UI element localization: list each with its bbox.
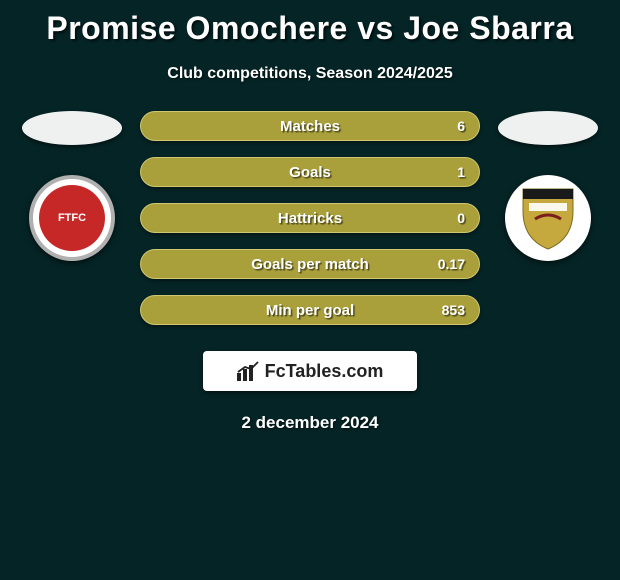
generated-date: 2 december 2024	[0, 413, 620, 433]
stat-row-goals-per-match: Goals per match 0.17	[140, 249, 480, 279]
right-player-column	[498, 111, 598, 261]
stat-label: Hattricks	[278, 210, 342, 227]
bar-chart-icon	[237, 361, 259, 381]
stat-row-min-per-goal: Min per goal 853	[140, 295, 480, 325]
page-title: Promise Omochere vs Joe Sbarra	[0, 0, 620, 47]
stat-label: Matches	[280, 118, 340, 135]
stat-value: 6	[457, 118, 465, 134]
right-player-photo-placeholder	[498, 111, 598, 145]
brand-text: FcTables.com	[265, 361, 384, 382]
stat-value: 0	[457, 210, 465, 226]
left-player-photo-placeholder	[22, 111, 122, 145]
stat-row-hattricks: Hattricks 0	[140, 203, 480, 233]
left-club-crest: FTFC	[29, 175, 115, 261]
stat-label: Min per goal	[266, 302, 354, 319]
stat-row-goals: Goals 1	[140, 157, 480, 187]
stat-label: Goals per match	[251, 256, 369, 273]
stat-value: 0.17	[438, 256, 465, 272]
stat-value: 853	[442, 302, 465, 318]
subtitle: Club competitions, Season 2024/2025	[0, 65, 620, 83]
stats-list: Matches 6 Goals 1 Hattricks 0 Goals per …	[140, 111, 480, 325]
stat-label: Goals	[289, 164, 331, 181]
left-club-crest-text: FTFC	[39, 185, 105, 251]
comparison-panel: FTFC Matches 6 Goals 1 Hattricks 0 Goals…	[0, 111, 620, 325]
stat-row-matches: Matches 6	[140, 111, 480, 141]
left-player-column: FTFC	[22, 111, 122, 261]
brand-badge: FcTables.com	[203, 351, 417, 391]
stat-value: 1	[457, 164, 465, 180]
shield-icon	[519, 185, 577, 251]
right-club-crest	[505, 175, 591, 261]
